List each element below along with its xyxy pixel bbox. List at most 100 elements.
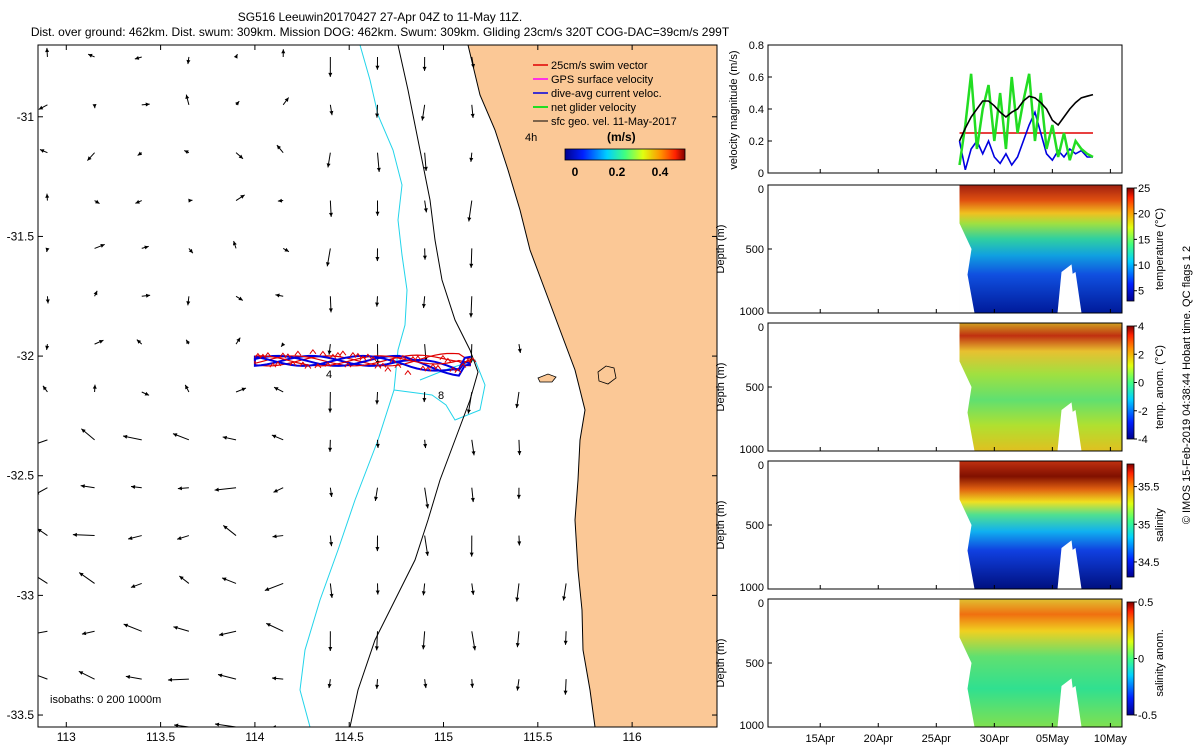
velocity-arrow <box>326 152 331 168</box>
section-colorbar: 35.5 35 34.5 <box>1126 463 1159 578</box>
map-xtick-label: 115.5 <box>523 730 552 744</box>
velocity-arrow <box>471 56 476 69</box>
colorbar-tick-label: -0.5 <box>1138 710 1157 722</box>
section-ylabel: Depth (m) <box>715 639 727 688</box>
colorbar-title: (m/s) <box>607 130 636 144</box>
colorbar-tick-label: 35 <box>1138 519 1150 531</box>
swim-vector-marker <box>344 362 352 368</box>
map-xtick-label: 116 <box>623 730 642 744</box>
swim-vector-marker <box>424 366 432 372</box>
velocity-arrow <box>218 630 237 637</box>
map-frame <box>37 44 718 728</box>
swim-vector-marker <box>434 364 442 370</box>
velocity-arrow <box>328 296 333 313</box>
velocity-arrow <box>184 384 190 393</box>
velocity-arrow <box>272 534 284 539</box>
velocity-arrow <box>38 528 48 536</box>
section-heatmap <box>959 185 1122 313</box>
velocity-arrow <box>466 391 473 414</box>
section-no-data <box>959 361 975 451</box>
velocity-arrow <box>563 679 568 695</box>
map-ytick-label: -33.5 <box>7 708 35 722</box>
velocity-arrow <box>327 679 332 689</box>
isobath-200 <box>299 45 486 727</box>
swim-vector-marker <box>279 352 287 358</box>
velocity-arrow <box>185 94 190 105</box>
colorbar-tick-label: 35.5 <box>1138 482 1159 494</box>
velocity-arrow <box>329 583 334 599</box>
velocity-arrow <box>375 391 380 405</box>
swim-vector-marker <box>429 363 437 369</box>
velocity-arrow <box>469 296 474 318</box>
legend-net: net glider velocity <box>551 102 636 114</box>
velocity-arrow <box>45 344 50 350</box>
velocity-arrow <box>424 535 430 556</box>
section-ylabel: Depth (m) <box>715 501 727 550</box>
velocity-arrow <box>177 486 189 491</box>
velocity-arrow <box>38 439 48 444</box>
track-label-4: 4 <box>326 369 332 381</box>
velocity-arrow <box>81 630 95 636</box>
velocity-arrow <box>277 198 284 203</box>
velocity-arrow <box>424 726 426 727</box>
map-ytick-label: -31 <box>17 110 35 124</box>
time-tick-label: 20Apr <box>864 733 894 745</box>
colorbar-tick-label: 5 <box>1138 286 1144 298</box>
map-ytick-label: -32 <box>17 349 35 363</box>
section-ytick-label: 500 <box>746 244 764 256</box>
swim-vector-marker <box>419 365 427 371</box>
swim-vector-marker <box>294 350 302 356</box>
velocity-arrow <box>275 293 284 298</box>
colorbar-ramp <box>1126 325 1135 440</box>
land-mass <box>468 45 717 727</box>
velocity-axes: 0 0.2 0.4 0.6 0.8 <box>749 40 1111 180</box>
velocity-arrow <box>467 200 473 222</box>
swim-vector-marker <box>339 350 347 356</box>
swim-vector-marker <box>349 351 357 358</box>
velocity-arrow <box>188 198 193 203</box>
section-no-data <box>1063 410 1082 451</box>
swim-vector-marker <box>459 362 467 368</box>
section-ytick-label: 0 <box>758 460 764 472</box>
velocity-arrow <box>136 339 143 345</box>
velocity-arrow <box>563 631 568 645</box>
velocity-ytick-label: 0.2 <box>749 136 764 148</box>
velocity-arrow <box>422 248 427 260</box>
velocity-arrow <box>141 293 151 298</box>
velocity-arrow <box>235 152 244 160</box>
swim-vector-marker <box>394 362 402 368</box>
velocity-arrow <box>235 387 247 393</box>
velocity-arrow <box>565 726 567 727</box>
velocity-arrow <box>515 631 520 648</box>
swim-vector-marker <box>329 353 337 359</box>
velocity-arrow <box>141 245 149 250</box>
legend-gps: GPS surface velocity <box>551 74 654 86</box>
velocity-arrow <box>375 439 380 449</box>
section-no-data <box>1063 686 1082 727</box>
map-legend: 25cm/s swim vector GPS surface velocity … <box>525 60 686 179</box>
colorbar-tick-label: 4 <box>1138 321 1144 333</box>
swim-vector-marker <box>414 355 422 361</box>
velocity-series-dive-avg <box>958 109 1093 171</box>
velocity-arrow <box>376 152 381 172</box>
colorbar-tick-label: 20 <box>1138 209 1150 221</box>
glider-track: 48 <box>253 349 477 402</box>
velocity-arrow <box>329 487 334 498</box>
section-no-data <box>959 499 975 589</box>
velocity-arrow <box>471 631 477 651</box>
velocity-series-net <box>958 73 1094 166</box>
velocity-arrow <box>375 679 380 689</box>
section-ytick-label: 1000 <box>740 582 764 594</box>
velocity-arrow <box>235 194 245 201</box>
swim-vector-marker <box>449 366 457 372</box>
velocity-arrow <box>374 631 379 651</box>
velocity-series <box>958 73 1094 171</box>
colorbar-label: temperature (°C) <box>1154 208 1166 290</box>
velocity-arrow <box>172 433 190 441</box>
velocity-arrow <box>42 385 48 393</box>
section-ytick-label: 1000 <box>740 720 764 732</box>
velocity-arrow <box>185 339 190 345</box>
time-tick-label: 10May <box>1094 733 1128 745</box>
section-panel-4: 0 500 1000 Depth (m) 0.5 0 -0.5 salinity anom. <box>715 597 1166 732</box>
section-colorbar: 4 2 0 -2 -4 <box>1126 321 1148 446</box>
